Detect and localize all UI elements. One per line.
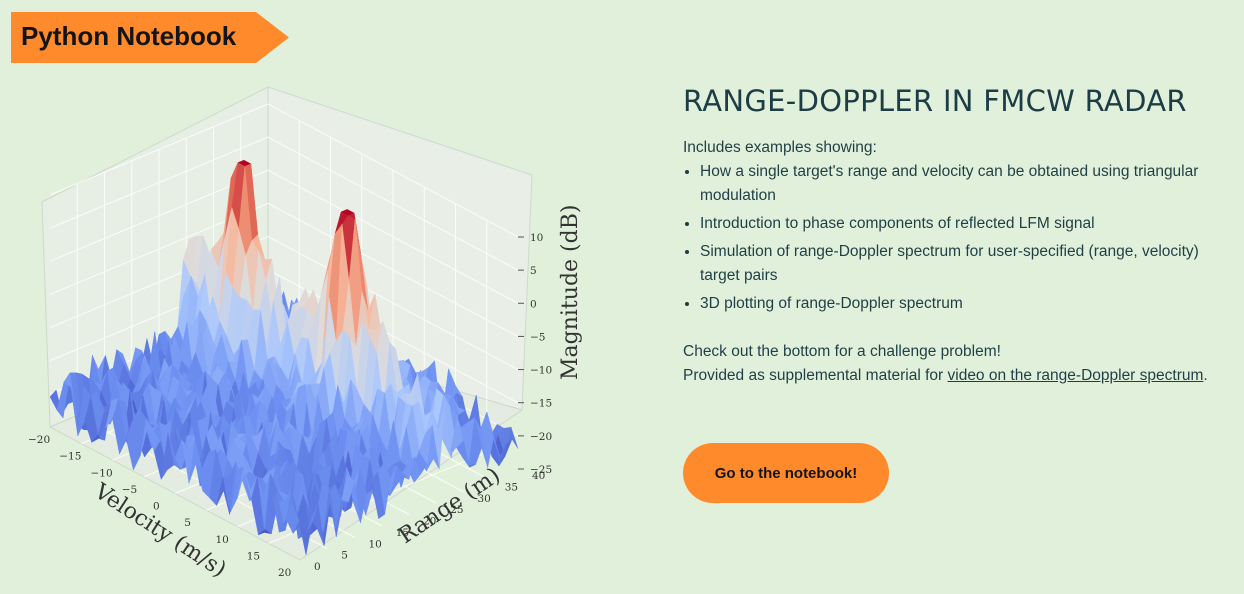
svg-text:0: 0 xyxy=(530,298,537,310)
z-axis-label: Magnitude (dB) xyxy=(558,205,583,380)
feature-item: 3D plotting of range-Doppler spectrum xyxy=(700,292,1228,316)
svg-text:0: 0 xyxy=(153,501,160,513)
svg-text:−25: −25 xyxy=(530,464,552,476)
feature-item: Simulation of range-Doppler spectrum for… xyxy=(700,240,1228,288)
svg-text:5: 5 xyxy=(341,550,348,562)
svg-text:15: 15 xyxy=(396,527,409,539)
description-panel: RANGE-DOPPLER IN FMCW RADAR Includes exa… xyxy=(683,84,1228,388)
feature-item: How a single target's range and velocity… xyxy=(700,160,1228,208)
svg-text:30: 30 xyxy=(478,493,491,505)
plot-axis-ticks: 10 5 0 −5 −10 −15 −20 −25 −20 −15 −10 −5 0 5 10 15 20 0 5 1… xyxy=(28,232,552,579)
svg-text:20: 20 xyxy=(423,516,436,528)
challenge-text: Check out the bottom for a challenge pro… xyxy=(683,343,1001,360)
supplemental-suffix: . xyxy=(1203,367,1208,384)
svg-text:−5: −5 xyxy=(122,484,137,496)
range-doppler-3d-plot: 10 5 0 −5 −10 −15 −20 −25 −20 −15 −10 −5 0 5 10 15 20 0 5 1… xyxy=(28,86,583,583)
svg-text:10: 10 xyxy=(369,538,382,550)
supplemental-text: Provided as supplemental material for vi… xyxy=(683,364,1228,388)
python-notebook-badge: Python Notebook xyxy=(11,12,289,63)
svg-text:−15: −15 xyxy=(59,451,81,463)
svg-text:−10: −10 xyxy=(530,365,552,377)
video-link[interactable]: video on the range-Doppler spectrum xyxy=(947,367,1204,384)
svg-text:−5: −5 xyxy=(530,331,545,343)
supplemental-prefix: Provided as supplemental material for xyxy=(683,367,948,384)
feature-list: How a single target's range and velocity… xyxy=(683,160,1228,316)
svg-text:20: 20 xyxy=(278,567,291,579)
svg-text:40: 40 xyxy=(532,470,545,482)
go-to-notebook-button[interactable]: Go to the notebook! xyxy=(683,443,889,503)
description: Includes examples showing: How a single … xyxy=(683,136,1228,388)
feature-item: Introduction to phase components of refl… xyxy=(700,212,1228,236)
svg-text:10: 10 xyxy=(216,534,229,546)
svg-text:−10: −10 xyxy=(91,467,113,479)
svg-text:0: 0 xyxy=(314,561,321,573)
page-title: RANGE-DOPPLER IN FMCW RADAR xyxy=(683,84,1187,118)
range-doppler-surface xyxy=(49,159,519,555)
svg-text:10: 10 xyxy=(530,232,543,244)
svg-text:15: 15 xyxy=(247,550,260,562)
svg-text:−20: −20 xyxy=(28,434,50,446)
svg-text:35: 35 xyxy=(505,481,518,493)
svg-text:−15: −15 xyxy=(530,398,552,410)
svg-text:−20: −20 xyxy=(530,431,552,443)
intro-text: Includes examples showing: xyxy=(683,139,877,156)
svg-text:5: 5 xyxy=(530,265,537,277)
svg-text:5: 5 xyxy=(184,517,191,529)
svg-text:25: 25 xyxy=(450,504,463,516)
badge-label: Python Notebook xyxy=(21,21,237,51)
